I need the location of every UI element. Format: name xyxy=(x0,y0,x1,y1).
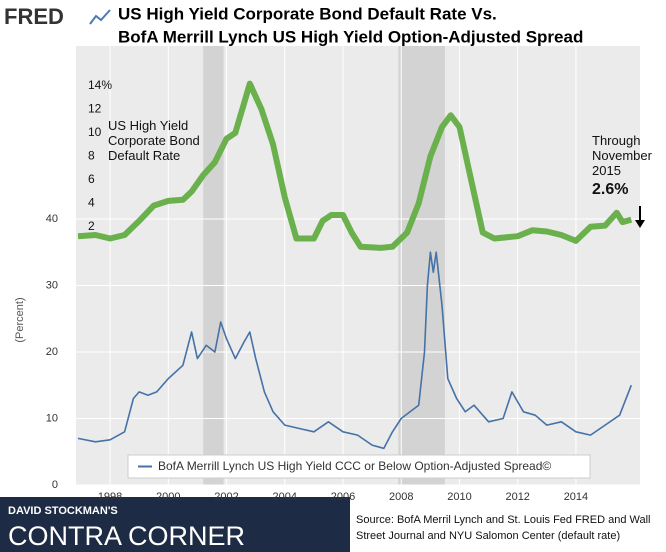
x-tick-label: 2012 xyxy=(505,491,529,503)
chart-title: US High Yield Corporate Bond Default Rat… xyxy=(118,4,497,23)
y2-tick-label: 6 xyxy=(88,172,95,186)
x-tick-label: 2014 xyxy=(564,491,588,503)
banner-top: DAVID STOCKMAN'S xyxy=(8,505,118,517)
y-tick-label: 40 xyxy=(46,213,58,225)
plot-layer: BofA Merrill Lynch US High Yield CCC or … xyxy=(76,46,640,486)
legend-box xyxy=(127,454,591,479)
end-note: Through November 2015 xyxy=(592,133,652,178)
y-tick-label: 10 xyxy=(46,412,58,424)
source: Source: BofA Merril Lynch and St. Louis … xyxy=(356,514,651,542)
x-tick-label: 2002 xyxy=(214,491,238,503)
y2-tick-label: 2 xyxy=(88,219,95,233)
series-line xyxy=(77,80,633,251)
x-tick-label: 2000 xyxy=(156,491,180,503)
y-tick-label: 30 xyxy=(46,279,58,291)
y-tick-label: 0 xyxy=(52,479,58,491)
x-tick-label: 2008 xyxy=(389,491,413,503)
y2-tick-label: 10 xyxy=(88,125,102,139)
y-tick-label: 20 xyxy=(46,346,58,358)
banner xyxy=(0,497,350,552)
y2-tick-label: 8 xyxy=(88,149,95,163)
x-tick-label: 2004 xyxy=(273,491,297,503)
recession-band xyxy=(203,46,224,485)
arrow-head xyxy=(635,220,645,228)
x-tick-label: 2006 xyxy=(331,491,355,503)
y2-tick-label: 4 xyxy=(88,195,95,209)
chart-title: BofA Merrill Lynch US High Yield Option-… xyxy=(118,27,583,46)
logo-icon xyxy=(89,9,111,25)
banner-main: CONTRA CORNER xyxy=(8,521,245,551)
legend-label: BofA Merrill Lynch US High Yield CCC or … xyxy=(158,459,551,473)
series-line xyxy=(77,251,633,450)
x-tick-label: 2010 xyxy=(447,491,471,503)
y2-tick-label: 14% xyxy=(88,78,112,92)
logo: FRED xyxy=(4,4,64,29)
end-label: 2.6% xyxy=(592,181,629,198)
plot-background xyxy=(76,46,640,485)
series-label: US High Yield Corporate Bond Default Rat… xyxy=(108,118,200,163)
y2-tick-label: 12 xyxy=(88,102,102,116)
y-axis-label: (Percent) xyxy=(14,297,26,342)
x-tick-label: 1998 xyxy=(98,491,122,503)
